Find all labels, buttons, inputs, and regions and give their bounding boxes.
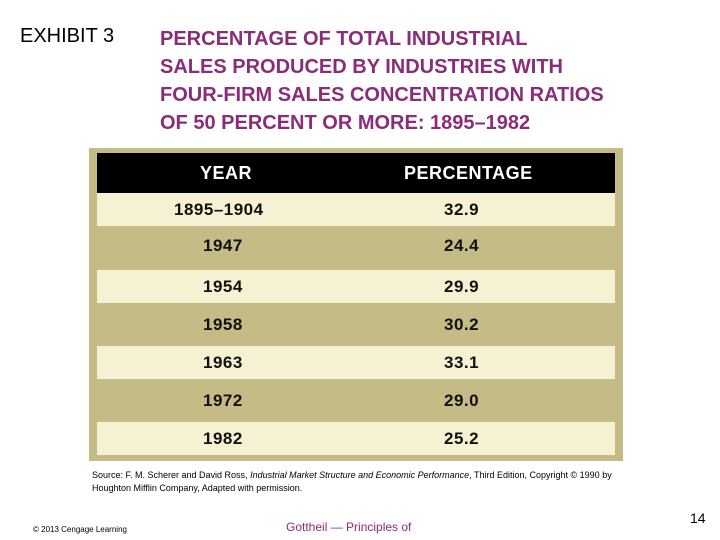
cell-percentage: 30.2 — [444, 315, 480, 334]
cell-percentage: 32.9 — [444, 200, 480, 219]
source-prefix: Source: F. M. Scherer and David Ross, — [92, 470, 251, 480]
table-row: 1958 30.2 — [97, 308, 615, 341]
cell-percentage: 29.9 — [444, 277, 480, 296]
table-row: 1954 29.9 — [97, 270, 615, 303]
table-row: 1895–1904 32.9 — [97, 193, 615, 226]
exhibit-label: EXHIBIT 3 — [20, 25, 115, 47]
cell-year: 1982 — [203, 429, 243, 448]
cell-percentage: 25.2 — [444, 429, 480, 448]
cell-percentage: 24.4 — [444, 236, 480, 255]
table-header: YEAR PERCENTAGE — [97, 153, 615, 193]
footer-book-title: Gottheil — Principles of — [286, 520, 412, 534]
exhibit-title-line: PERCENTAGE OF TOTAL INDUSTRIAL — [160, 28, 528, 50]
page-number: 14 — [690, 510, 706, 526]
source-book-title: Industrial Market Structure and Economic… — [250, 470, 470, 480]
source-note: Source: F. M. Scherer and David Ross, In… — [92, 469, 632, 495]
exhibit-title-line: FOUR-FIRM SALES CONCENTRATION RATIOS — [160, 84, 604, 106]
column-header-year: YEAR — [200, 163, 253, 183]
footer-copyright: © 2013 Cengage Learning — [33, 525, 127, 534]
cell-percentage: 29.0 — [444, 391, 480, 410]
table-row: 1963 33.1 — [97, 346, 615, 379]
source-suffix: , Third Edition, Copyright © 1990 by Hou… — [92, 470, 612, 493]
data-table: YEAR PERCENTAGE 1895–1904 32.9 1947 24.4… — [89, 148, 623, 461]
table-row: 1972 29.0 — [97, 384, 615, 417]
cell-year: 1895–1904 — [174, 200, 264, 219]
table-row: 1982 25.2 — [97, 422, 615, 455]
cell-year: 1947 — [203, 236, 243, 255]
exhibit-title-line: OF 50 PERCENT OR MORE: 1895–1982 — [160, 112, 531, 134]
table-row: 1947 24.4 — [97, 229, 615, 262]
exhibit-title-line: SALES PRODUCED BY INDUSTRIES WITH — [160, 56, 563, 78]
cell-year: 1954 — [203, 277, 243, 296]
cell-year: 1958 — [203, 315, 243, 334]
cell-year: 1972 — [203, 391, 243, 410]
cell-year: 1963 — [203, 353, 243, 372]
column-header-percentage: PERCENTAGE — [404, 163, 533, 183]
exhibit-title: PERCENTAGE OF TOTAL INDUSTRIAL SALES PRO… — [160, 25, 710, 137]
cell-percentage: 33.1 — [444, 353, 480, 372]
